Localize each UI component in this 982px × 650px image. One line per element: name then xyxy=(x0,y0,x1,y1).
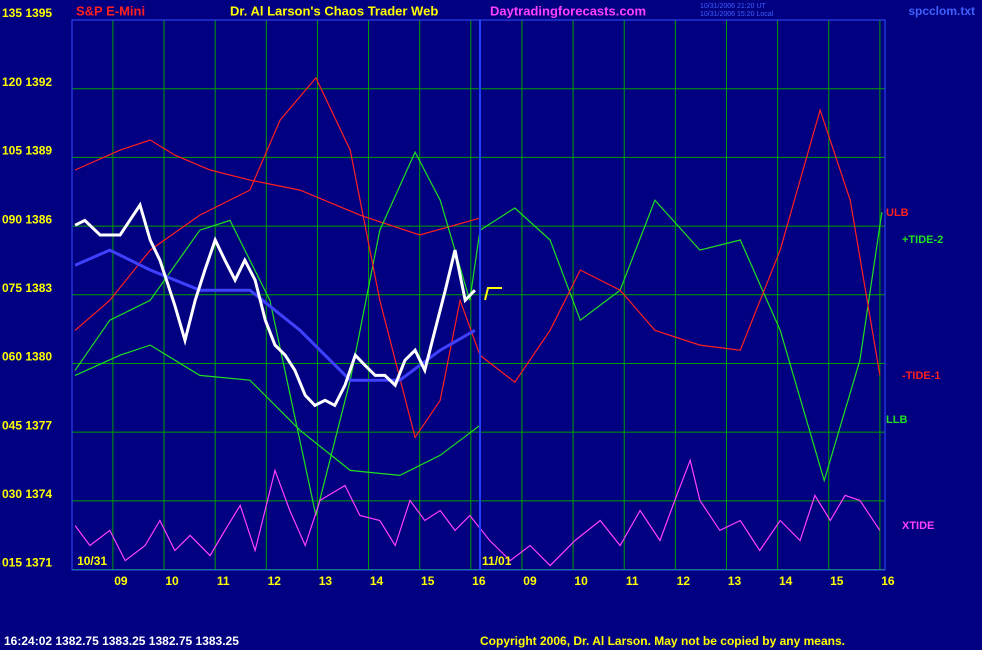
copyright: Copyright 2006, Dr. Al Larson. May not b… xyxy=(480,634,845,648)
x-tick-label: 15 xyxy=(830,574,844,588)
series-label: LLB xyxy=(886,414,907,426)
x-tick-label: 10 xyxy=(165,574,179,588)
x-tick-label: 16 xyxy=(472,574,486,588)
x-tick-label: 12 xyxy=(268,574,282,588)
x-tick-label: 13 xyxy=(728,574,742,588)
x-tick-label: 15 xyxy=(421,574,435,588)
x-tick-label: 12 xyxy=(677,574,691,588)
series-line xyxy=(74,248,476,382)
y-tick-label: 015 1371 xyxy=(2,556,52,570)
y-tick-label: 075 1383 xyxy=(2,281,52,295)
x-tick-label: 09 xyxy=(523,574,537,588)
y-tick-label: 060 1380 xyxy=(2,350,52,364)
series-label: -TIDE-1 xyxy=(902,370,941,382)
series-label: ULB xyxy=(886,207,909,219)
series-label: XTIDE xyxy=(902,520,934,532)
series-label: +TIDE-2 xyxy=(902,234,943,246)
series-line xyxy=(74,76,881,439)
site: Daytradingforecasts.com xyxy=(490,3,646,18)
timestamp: 10/31/2006 15:20 Local xyxy=(700,11,774,18)
x-tick-label: 11 xyxy=(217,574,230,588)
y-tick-label: 120 1392 xyxy=(2,75,52,89)
series-line xyxy=(74,150,883,516)
status: 16:24:02 1382.75 1383.25 1382.75 1383.25 xyxy=(4,634,239,648)
projection-marker xyxy=(484,287,502,301)
y-tick-label: 030 1374 xyxy=(2,487,52,501)
y-tick-label: 090 1386 xyxy=(2,212,52,226)
x-tick-label: 11 xyxy=(626,574,639,588)
day-label: 10/31 xyxy=(77,554,107,568)
symbol: S&P E-Mini xyxy=(76,3,145,18)
file-name: spcclom.txt xyxy=(908,4,975,18)
x-tick-label: 16 xyxy=(881,574,895,588)
x-tick-label: 13 xyxy=(319,574,333,588)
grid xyxy=(72,19,885,571)
y-tick-label: 105 1389 xyxy=(2,144,52,158)
x-tick-label: 14 xyxy=(370,574,384,588)
plot-frame xyxy=(71,19,886,571)
series-line xyxy=(74,201,476,408)
timestamp: 10/31/2006 21:20 UT xyxy=(700,3,766,10)
day-label: 11/01 xyxy=(482,554,512,568)
x-tick-label: 14 xyxy=(779,574,793,588)
chart-title: Dr. Al Larson's Chaos Trader Web xyxy=(230,3,438,18)
x-tick-label: 10 xyxy=(574,574,588,588)
y-tick-label: 045 1377 xyxy=(2,418,52,432)
series-lines xyxy=(74,76,883,567)
series-line xyxy=(74,458,881,567)
series-line xyxy=(74,344,481,477)
series-line xyxy=(74,139,481,236)
y-tick-label: 135 1395 xyxy=(2,6,52,20)
x-tick-label: 09 xyxy=(114,574,128,588)
